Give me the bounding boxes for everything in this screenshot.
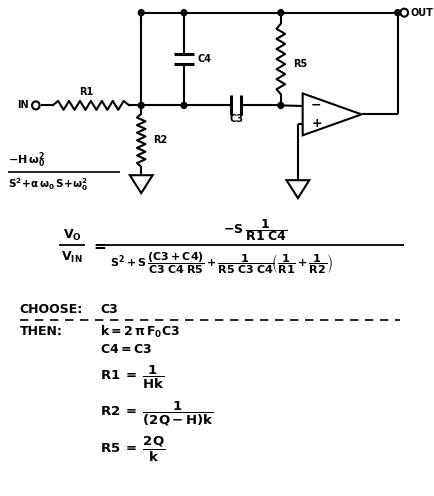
Text: C3: C3 bbox=[229, 115, 243, 124]
Text: $\mathbf{R1\;=\;\dfrac{1}{Hk}}$: $\mathbf{R1\;=\;\dfrac{1}{Hk}}$ bbox=[100, 364, 165, 391]
Text: $\mathbf{V_{IN}}$: $\mathbf{V_{IN}}$ bbox=[61, 249, 82, 264]
Text: $\mathbf{S^2\!+\!\alpha\,\omega_0\,S\!+\!\omega_0^2}$: $\mathbf{S^2\!+\!\alpha\,\omega_0\,S\!+\… bbox=[8, 176, 88, 192]
Text: OUT: OUT bbox=[410, 7, 433, 18]
Circle shape bbox=[181, 102, 186, 109]
Text: C4: C4 bbox=[197, 54, 211, 64]
Text: IN: IN bbox=[17, 100, 29, 111]
Text: CHOOSE:: CHOOSE: bbox=[20, 304, 83, 316]
Text: $\mathbf{R5\;=\;\dfrac{2Q}{k}}$: $\mathbf{R5\;=\;\dfrac{2Q}{k}}$ bbox=[100, 435, 165, 464]
Text: $\mathbf{k = 2\,\pi\,F_0 C3}$: $\mathbf{k = 2\,\pi\,F_0 C3}$ bbox=[100, 324, 180, 340]
Text: $\mathbf{S^2+S\,\dfrac{(C3+C4)}{C3\;C4\;R5}+\dfrac{1}{R5\;C3\;C4}\!\left(\dfrac{: $\mathbf{S^2+S\,\dfrac{(C3+C4)}{C3\;C4\;… bbox=[110, 250, 332, 276]
Circle shape bbox=[277, 9, 283, 16]
Text: $\mathbf{R2\;=\;\dfrac{1}{(2Q-H)k}}$: $\mathbf{R2\;=\;\dfrac{1}{(2Q-H)k}}$ bbox=[100, 399, 214, 428]
Text: +: + bbox=[310, 117, 321, 130]
Text: $\mathbf{C4 = C3}$: $\mathbf{C4 = C3}$ bbox=[100, 343, 152, 356]
Text: C3: C3 bbox=[100, 304, 118, 316]
Circle shape bbox=[138, 102, 144, 109]
Text: R1: R1 bbox=[79, 87, 93, 97]
Text: $\mathbf{=}$: $\mathbf{=}$ bbox=[91, 238, 107, 252]
Text: R2: R2 bbox=[153, 135, 168, 145]
Text: $\mathbf{V_O}$: $\mathbf{V_O}$ bbox=[62, 228, 81, 243]
Text: $\mathbf{-S\;\dfrac{1}{R1\;C4}}$: $\mathbf{-S\;\dfrac{1}{R1\;C4}}$ bbox=[223, 217, 287, 243]
Text: $\mathbf{-H\,\omega_0^2}$: $\mathbf{-H\,\omega_0^2}$ bbox=[8, 150, 46, 170]
Text: THEN:: THEN: bbox=[20, 325, 62, 338]
Text: R5: R5 bbox=[293, 59, 307, 69]
Circle shape bbox=[181, 9, 186, 16]
Text: −: − bbox=[310, 99, 321, 112]
Circle shape bbox=[394, 9, 400, 16]
Circle shape bbox=[277, 102, 283, 109]
Circle shape bbox=[138, 9, 144, 16]
